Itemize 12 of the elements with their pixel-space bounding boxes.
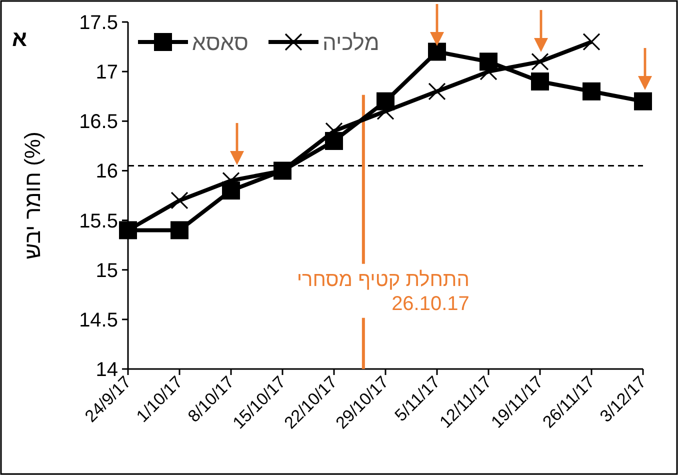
y-tick-label: 15.5 [79,210,118,232]
y-tick-label: 17.5 [79,12,118,34]
y-tick-label: 14 [96,359,118,381]
y-tick-label: 15 [96,260,118,282]
y-tick-label: 17 [96,62,118,84]
y-axis-title: חומר יבש (%) [20,132,45,260]
legend-label: סאסא [192,30,248,55]
legend-label: מלכיה [322,30,380,55]
y-tick-label: 16 [96,160,118,183]
text: א [12,26,28,51]
y-tick-label: 16.5 [79,111,118,134]
y-tick-label: 14.5 [79,309,118,332]
